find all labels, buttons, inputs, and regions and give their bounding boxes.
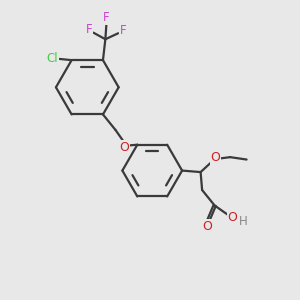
Text: O: O <box>202 220 212 233</box>
Text: H: H <box>238 215 247 228</box>
Text: O: O <box>211 151 220 164</box>
Text: F: F <box>103 11 110 24</box>
Text: O: O <box>228 211 238 224</box>
Text: F: F <box>86 23 92 36</box>
Text: O: O <box>119 141 129 154</box>
Text: Cl: Cl <box>47 52 58 65</box>
Text: F: F <box>120 24 126 37</box>
